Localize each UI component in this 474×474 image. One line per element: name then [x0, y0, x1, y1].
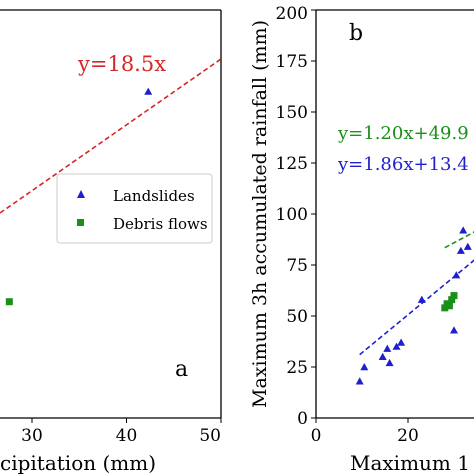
panel-b-green-fit-line [444, 231, 474, 249]
legend-debris-flows-label: Debris flows [113, 215, 208, 233]
panel-b-landslide-point [450, 326, 458, 334]
panel-a: 30 40 50 y=18.5x Landslides Debris flows a… [0, 9, 222, 474]
panel-b-landslide-point [456, 246, 465, 254]
panel-b-landslide-point [463, 242, 472, 250]
panel-b-x-tick-label: 0 [311, 426, 322, 446]
panel-b-letter: b [349, 21, 363, 46]
panel-b-landslide-point [392, 342, 401, 350]
panel-a-plot-area [0, 58, 221, 306]
panel-b-y-tick-label: 175 [276, 52, 308, 72]
legend-landslides-label: Landslides [113, 187, 195, 205]
panel-b-y-tick-label: 125 [276, 154, 308, 174]
panel-a-axes [0, 9, 222, 419]
panel-b-landslide-point [459, 226, 468, 234]
panel-b-debris-flow-point [450, 292, 458, 300]
panel-b-landslide-point [355, 377, 364, 385]
panel-b: 0 25 50 75 100 125 150 175 200 0 20 b y=1.20x+49.… [249, 4, 474, 474]
panel-a-landslide-point [144, 87, 153, 95]
panel-b-landslide-point [397, 338, 406, 346]
panel-b-x-ticks: 0 20 [311, 418, 419, 446]
panel-a-letter: a [175, 357, 188, 382]
legend-landslides-marker [77, 190, 85, 198]
panel-b-landslide-point [385, 358, 394, 367]
panel-b-landslide-point [417, 295, 426, 303]
panel-b-debris-flow-point [445, 302, 453, 310]
panel-b-landslide-point [378, 352, 387, 360]
panel-b-landslide-point [360, 363, 369, 371]
panel-b-landslide-point [452, 271, 461, 279]
panel-a-fit-line-label: y=18.5x [77, 52, 166, 76]
panel-a-x-ticks: 30 40 50 [21, 418, 222, 446]
legend-box [56, 173, 213, 244]
panel-b-x-tick-label: 20 [397, 426, 419, 446]
panel-b-debris-flow-point [448, 296, 456, 304]
panel-b-plot-area [355, 226, 474, 385]
panel-b-blue-fit-label: y=1.86x+13.4 [337, 154, 469, 175]
panel-b-green-fit-label: y=1.20x+49.9 [337, 123, 469, 144]
panel-a-x-axis-label: cipitation (mm) [0, 451, 156, 474]
panel-b-y-tick-label: 25 [286, 358, 308, 378]
panel-b-y-axis-label: Maximum 3h accumulated rainfall (mm) [249, 20, 271, 408]
panel-b-axes [315, 9, 474, 419]
panel-a-x-tick-label: 40 [116, 426, 138, 446]
legend-debris-flows-marker [77, 219, 84, 226]
panel-b-y-tick-label: 0 [297, 409, 308, 429]
panel-b-y-ticks: 0 25 50 75 100 125 150 175 200 [276, 4, 316, 429]
panel-a-x-tick-label: 50 [199, 426, 221, 446]
panel-b-debris-flow-point [441, 304, 449, 312]
panel-b-y-tick-label: 50 [286, 307, 308, 327]
panel-a-fit-line [0, 58, 221, 214]
panel-a-legend: Landslides Debris flows [56, 173, 213, 244]
panel-b-y-tick-label: 100 [276, 205, 308, 225]
panel-b-y-tick-label: 150 [276, 103, 308, 123]
panel-b-landslide-point [383, 344, 392, 352]
panel-b-y-tick-label: 75 [286, 256, 308, 276]
panel-b-y-tick-label: 200 [276, 4, 308, 24]
panel-b-blue-fit-line [359, 259, 474, 356]
panel-b-x-axis-label: Maximum 1 [350, 451, 470, 474]
panel-a-x-tick-label: 30 [21, 426, 43, 446]
panel-a-debris-flow-point [5, 298, 13, 306]
